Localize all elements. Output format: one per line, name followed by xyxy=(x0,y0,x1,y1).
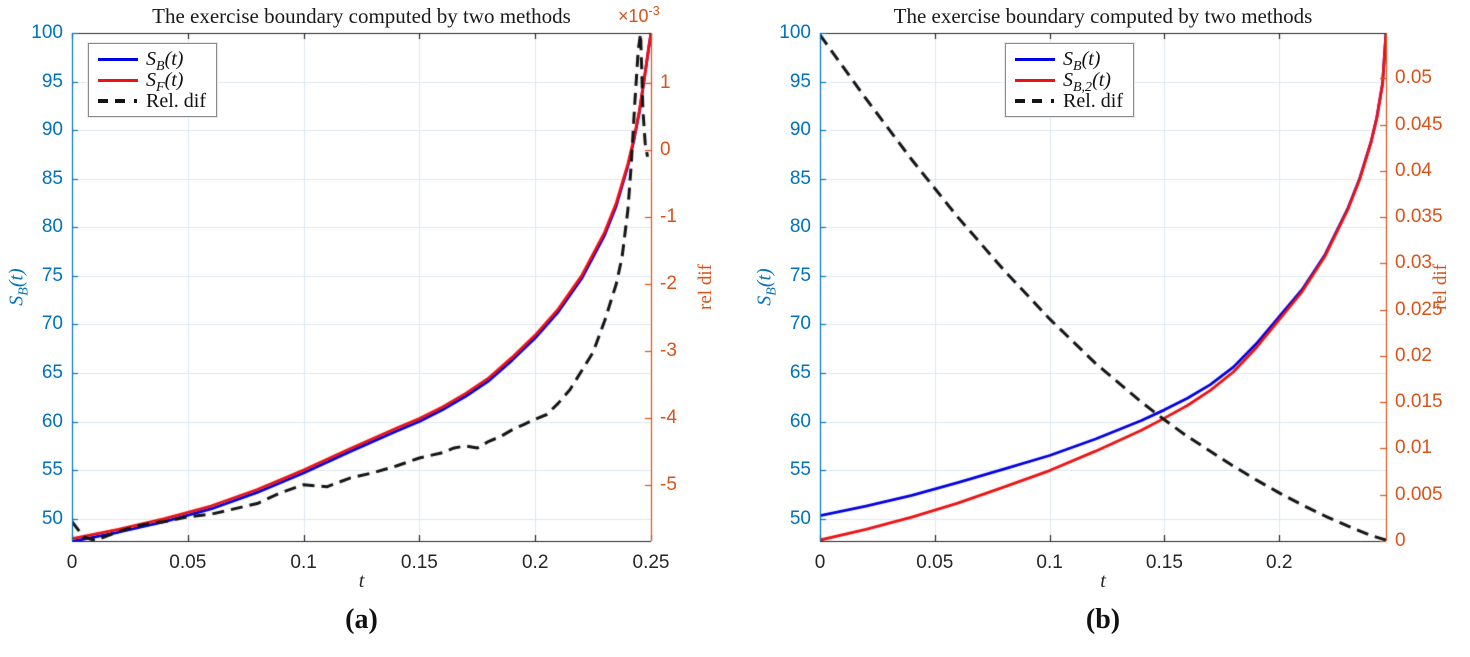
x-tick-label: 0.25 xyxy=(632,552,670,573)
y-tick-label-left: 95 xyxy=(41,70,63,92)
x-tick-label: 0.1 xyxy=(290,552,317,573)
x-axis-label: t xyxy=(358,570,365,592)
x-tick-label: 0 xyxy=(66,552,78,573)
y-axis-label-right: rel dif xyxy=(695,264,716,310)
legend-entry: SB(t) xyxy=(1015,48,1123,74)
y-tick-label-right: 0.005 xyxy=(1395,483,1443,505)
y-tick-label-right: 0.035 xyxy=(1395,206,1443,228)
solid-line-sample-icon xyxy=(98,57,138,61)
y-tick-label-right: 0.03 xyxy=(1395,252,1432,274)
y-tick-label-left: 75 xyxy=(41,264,63,286)
x-tick-label: 0.2 xyxy=(521,552,549,573)
y-tick-label-right: 0.02 xyxy=(1395,344,1432,366)
y-tick-label-left: 65 xyxy=(789,361,811,383)
y-axis-label-left: SB(t) xyxy=(753,268,780,306)
y-tick-label-left: 90 xyxy=(789,119,811,141)
y-tick-label-left: 60 xyxy=(41,410,63,432)
y-tick-label-right: 0 xyxy=(660,139,671,161)
x-axis-label: t xyxy=(1100,570,1106,592)
y-tick-label-right: 1 xyxy=(660,72,671,94)
y-tick-label-right: 0.015 xyxy=(1395,391,1443,413)
legend: SB(t) SF(t) Rel. dif xyxy=(88,43,217,117)
y-tick-label-left: 70 xyxy=(41,313,63,335)
solid-line-sample-icon xyxy=(1015,78,1055,82)
x-tick-label: 0.05 xyxy=(169,552,207,573)
legend: SB(t) SB,2(t) Rel. dif xyxy=(1005,43,1134,117)
y-tick-label-right: -2 xyxy=(660,272,677,294)
caption: (a) xyxy=(345,604,378,635)
y-tick-label-left: 50 xyxy=(41,507,63,529)
legend-entry: Rel. dif xyxy=(1015,91,1123,111)
solid-line-sample-icon xyxy=(1015,57,1055,61)
legend-entry: Rel. dif xyxy=(98,91,206,111)
caption: (b) xyxy=(1085,604,1121,635)
legend-entry-label: SF(t) xyxy=(146,69,184,95)
x-tick-label: 0.15 xyxy=(400,552,438,573)
legend-entry-label: Rel. dif xyxy=(1063,90,1123,112)
y-tick-label-left: 100 xyxy=(31,22,63,43)
plot-panel-b: The exercise boundary computed by two me… xyxy=(735,0,1470,657)
dashed-line-sample-icon xyxy=(98,99,138,103)
y-tick-label-left: 80 xyxy=(41,216,63,238)
y-tick-label-left: 60 xyxy=(789,410,811,432)
plot-title: The exercise boundary computed by two me… xyxy=(152,4,571,28)
x-tick-label: 0.15 xyxy=(1145,552,1183,573)
y-tick-label-left: 85 xyxy=(789,167,811,189)
y-tick-label-left: 55 xyxy=(41,459,63,481)
x-tick-label: 0 xyxy=(814,552,826,573)
right-axis-multiplier: ×10-3 xyxy=(618,4,660,26)
solid-line-sample-icon xyxy=(98,78,138,82)
y-tick-label-right: 0.01 xyxy=(1395,437,1432,459)
x-tick-label: 0.2 xyxy=(1266,552,1293,573)
y-axis-label-left: SB(t) xyxy=(5,268,32,306)
y-tick-label-left: 90 xyxy=(41,119,63,141)
x-tick-label: 0.1 xyxy=(1036,552,1063,573)
y-tick-label-right: 0.045 xyxy=(1395,113,1443,135)
y-tick-label-right: 0.025 xyxy=(1395,298,1443,320)
y-tick-label-right: -3 xyxy=(660,339,677,361)
legend-entry-label: SB(t) xyxy=(1063,48,1101,74)
x-tick-label: 0.05 xyxy=(916,552,954,573)
legend-entry-label: Rel. dif xyxy=(146,90,206,112)
y-tick-label-right: -5 xyxy=(660,473,677,495)
legend-entry: SF(t) xyxy=(98,69,206,95)
y-tick-label-right: 0.04 xyxy=(1395,159,1432,181)
y-tick-label-left: 55 xyxy=(789,459,811,481)
legend-entry-label: SB,2(t) xyxy=(1063,69,1111,95)
y-tick-label-left: 85 xyxy=(41,167,63,189)
y-tick-label-right: -4 xyxy=(660,406,677,428)
legend-entry-label: SB(t) xyxy=(146,48,184,74)
y-tick-label-right: 0.05 xyxy=(1395,67,1432,89)
y-tick-label-left: 65 xyxy=(41,361,63,383)
y-tick-label-left: 80 xyxy=(789,216,811,238)
legend-entry: SB(t) xyxy=(98,48,206,74)
y-tick-label-left: 75 xyxy=(789,264,811,286)
legend-entry: SB,2(t) xyxy=(1015,69,1123,95)
dashed-line-sample-icon xyxy=(1015,99,1055,103)
y-tick-label-left: 95 xyxy=(789,70,811,92)
plot-title: The exercise boundary computed by two me… xyxy=(893,4,1313,28)
y-tick-label-left: 100 xyxy=(779,22,811,43)
y-tick-label-right: -1 xyxy=(660,206,677,228)
y-tick-label-right: 0 xyxy=(1395,530,1406,551)
y-tick-label-left: 50 xyxy=(789,507,811,529)
plot-panel-a: The exercise boundary computed by two me… xyxy=(0,0,735,657)
y-tick-label-left: 70 xyxy=(789,313,811,335)
